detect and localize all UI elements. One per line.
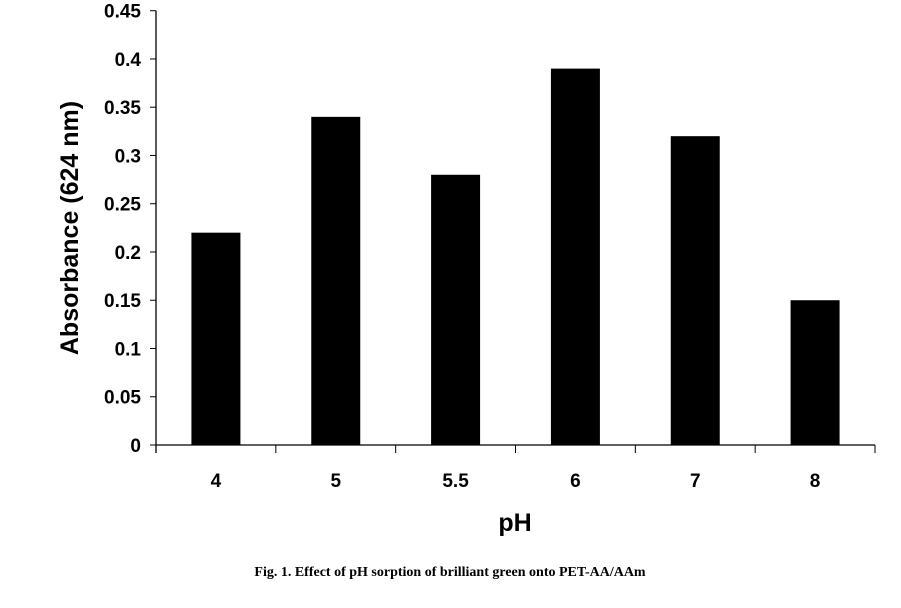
y-tick-label: 0.1: [115, 339, 142, 360]
y-tick-label: 0.2: [115, 243, 141, 264]
y-axis-title: Absorbance (624 nm): [56, 101, 84, 355]
y-tick-label: 0.45: [104, 2, 141, 23]
x-tick-label: 7: [690, 471, 701, 492]
bar-ph-5.5: [431, 174, 481, 445]
bar-ph-4: [191, 232, 241, 445]
figure-caption: Fig. 1. Effect of pH sorption of brillia…: [254, 565, 646, 580]
y-tick-label: 0: [130, 436, 141, 457]
x-tick-label: 5: [330, 471, 341, 492]
bar-ph-7: [670, 136, 720, 446]
y-tick-label: 0.05: [104, 388, 141, 409]
x-tick-label: 8: [810, 471, 821, 492]
y-tick-label: 0.15: [104, 291, 141, 312]
bar-ph-5: [311, 116, 361, 446]
y-tick-label: 0.4: [115, 50, 142, 71]
x-tick-label: 5.5: [442, 471, 469, 492]
bar-ph-6: [550, 68, 600, 446]
x-tick-label: 6: [570, 471, 581, 492]
y-tick-label: 0.35: [104, 98, 141, 119]
x-tick-label: 4: [211, 471, 222, 492]
x-axis-title: pH: [498, 509, 531, 537]
y-tick-label: 0.25: [104, 195, 141, 216]
y-tick-label: 0.3: [115, 146, 141, 167]
bar-ph-8: [790, 300, 840, 445]
